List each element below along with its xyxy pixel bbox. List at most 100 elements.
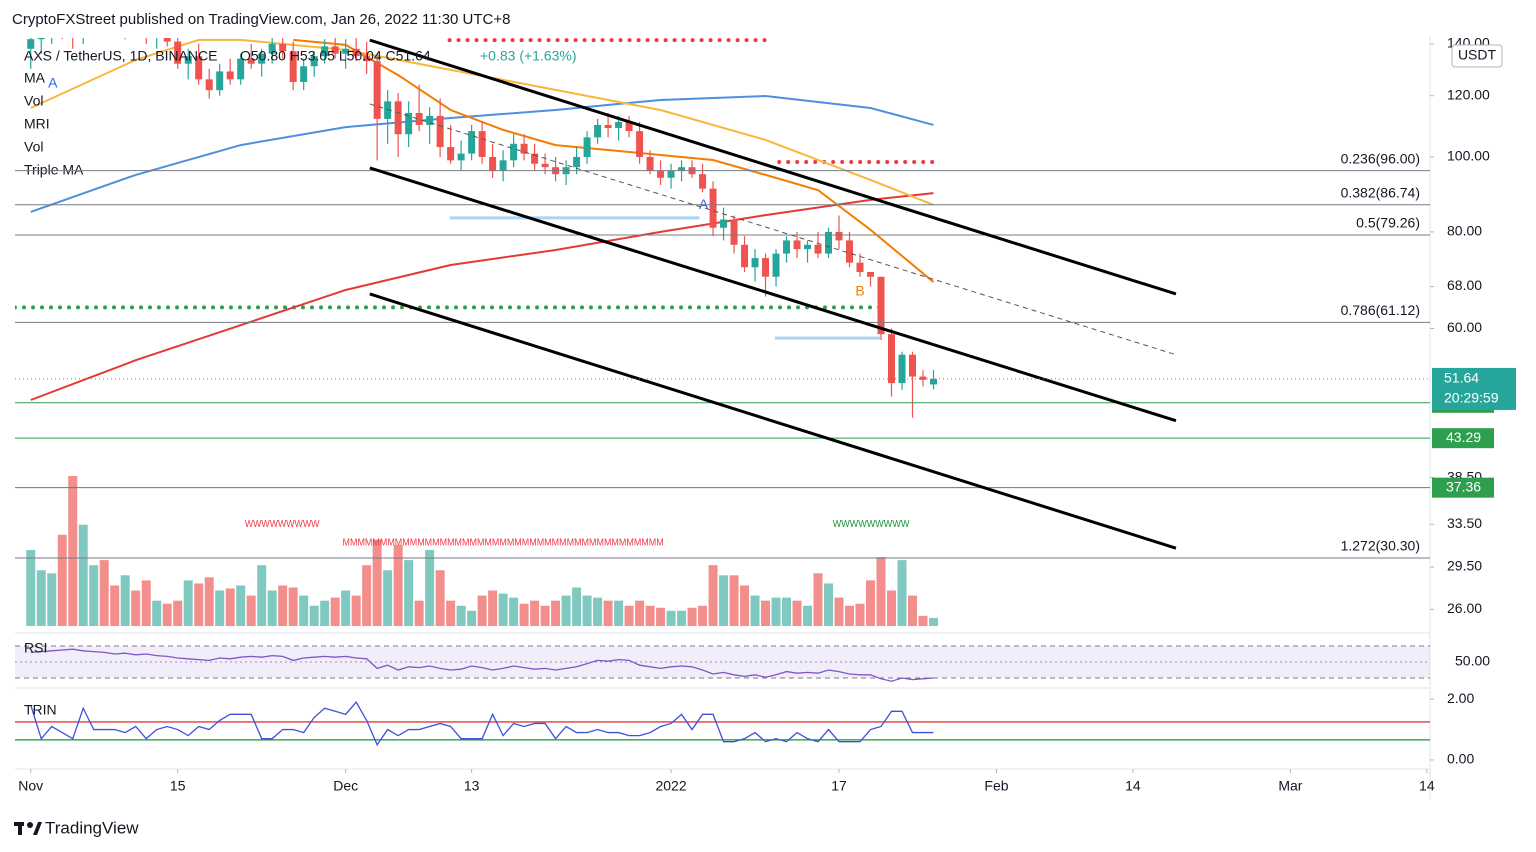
volume-bar [824,583,834,626]
fib-label: 0.236(96.00) [1341,150,1420,166]
fib-label: 0.786(61.12) [1341,302,1420,318]
volume-bar [320,600,330,626]
volume-bar [225,588,235,626]
fib-label: 0.382(86.74) [1341,184,1420,200]
volume-bar [687,607,697,626]
candle-body [415,112,423,125]
volume-bar [645,605,655,626]
volume-bar [635,600,645,626]
volume-bar [782,597,792,626]
volume-bar [446,600,456,626]
candle-body [247,58,255,64]
candle-body [289,51,297,83]
candle-body [625,121,633,132]
volume-bar [677,610,687,626]
currency-box[interactable] [1451,44,1503,68]
volume-bar [540,605,550,626]
candle-body [720,219,728,228]
candle-body [541,163,549,168]
y-tick-label: 80.00 [1447,223,1482,239]
candle-body [877,276,885,335]
volume-bar [341,590,351,626]
candle-body [919,376,927,380]
candle-body [237,58,245,80]
logo-text: TradingView [45,818,139,837]
candle-body [258,53,266,64]
volume-bar [299,595,309,626]
volume-bar [624,605,634,626]
channel-line [369,103,1177,356]
volume-bar [257,565,267,626]
candle-body [279,43,287,52]
pattern-text: MMMMMMMMMMMMMMMMMMMMMMMMMMMMMMMMMMMMMMMM… [343,537,664,548]
volume-bar [509,597,519,626]
channel-line [369,292,1177,550]
x-tick-label: 14 [1125,778,1141,794]
volume-bar [152,600,162,626]
indicator-name: MA [24,70,46,86]
candle-body [153,28,160,37]
candle-body [531,153,539,164]
candle-body [856,262,864,272]
logo-icon [18,822,22,835]
candle-body [321,46,329,57]
candle-body [825,231,833,254]
candle-body [268,43,276,54]
candle-body [594,124,602,138]
header: CryptoFXStreet published on TradingView.… [12,11,511,28]
candle-body [69,30,76,35]
candle-body [331,46,339,54]
support-box [1432,428,1494,449]
candle-body [783,240,791,254]
volume-bar [267,590,277,626]
volume-bar [614,600,624,626]
volume-bar [656,607,666,626]
fib-label: 0.5(79.26) [1356,215,1420,231]
indicator-name: Vol [24,93,43,109]
candle-body [793,240,801,250]
candle-body [37,38,45,40]
candle-body [394,101,402,135]
volume-bar [162,603,172,626]
volume-bar [729,575,739,626]
candle-body [709,188,717,228]
volume-bar [876,557,886,626]
trin-line [30,701,934,747]
channel-line [369,38,1177,296]
volume-bar [467,610,477,626]
volume-bar [89,565,99,626]
x-tick-label: Nov [18,778,43,794]
last-price-label: 51.64 [1444,370,1479,386]
candle-body [426,115,434,125]
candle-body [310,56,318,67]
indicator-name: Triple MA [24,162,84,178]
volume-bar [414,600,424,626]
volume-bar [530,600,540,626]
last-price-box [1432,367,1516,410]
y-tick-label: 120.00 [1447,86,1490,102]
moving-average [30,192,934,401]
candle-body [195,56,203,80]
volume-bar [803,605,813,626]
volume-bar [309,605,319,626]
volume-bar [351,595,361,626]
volume-bar [771,597,781,626]
candle-body [835,231,843,241]
y-tick-label: 60.00 [1447,319,1482,335]
support-label: 37.36 [1446,478,1481,494]
volume-bar [813,573,823,626]
candle-body [762,258,770,277]
candle-body [814,244,822,254]
volume-bar [215,590,225,626]
volume-bar [435,570,445,626]
candle-body [751,258,759,268]
candle-body [573,156,581,168]
currency[interactable]: USDT [1458,47,1497,63]
price-pane: A A B [15,28,938,626]
candle-body [478,131,486,157]
ohlc-text: O50.80 H53.05 L50.04 C51.64 [240,48,431,64]
moving-average [30,94,934,213]
volume-bar [404,560,414,626]
volume-bar [918,615,928,626]
candle-body [583,137,591,157]
